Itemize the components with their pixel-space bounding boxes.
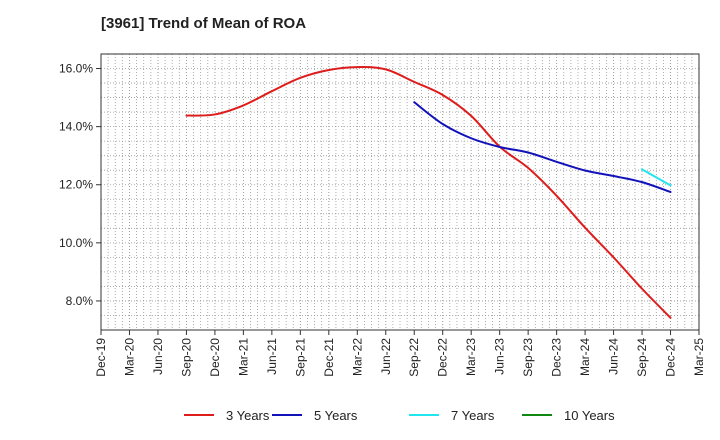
legend-swatch	[522, 414, 552, 416]
y-tick-label: 16.0%	[59, 62, 93, 76]
y-tick-label: 14.0%	[59, 120, 93, 134]
series-lines	[185, 66, 672, 319]
x-tick-label: Jun-23	[493, 338, 507, 375]
x-tick-label: Sep-20	[179, 338, 193, 377]
x-tick-label: Sep-21	[293, 338, 307, 377]
x-tick-label: Mar-24	[578, 338, 592, 376]
x-tick-label: Jun-21	[265, 338, 279, 375]
y-axis: 8.0% 10.0% 12.0% 14.0% 16.0%	[59, 62, 101, 308]
legend-item-5-years: 5 Years	[272, 404, 357, 426]
legend-label: 10 Years	[564, 407, 615, 423]
legend-item-10-years: 10 Years	[522, 404, 615, 426]
x-tick-label: Dec-19	[94, 338, 108, 377]
x-tick-label: Jun-22	[379, 338, 393, 375]
series-line-7-years	[641, 168, 672, 187]
y-tick-label: 10.0%	[59, 236, 93, 250]
x-tick-label: Sep-22	[407, 338, 421, 377]
x-tick-label: Dec-21	[322, 338, 336, 377]
x-tick-label: Dec-22	[436, 338, 450, 377]
x-tick-label: Dec-24	[664, 338, 678, 377]
x-tick-label: Sep-24	[635, 338, 649, 377]
x-tick-label: Jun-20	[151, 338, 165, 375]
legend-label: 3 Years	[226, 407, 270, 423]
x-tick-label: Mar-21	[236, 338, 250, 376]
x-tick-label: Dec-20	[208, 338, 222, 377]
x-axis: Dec-19 Mar-20 Jun-20 Sep-20 Dec-20 Mar-21 Jun-…	[94, 330, 706, 377]
x-tick-label: Sep-23	[521, 338, 535, 377]
chart-title: [3961] Trend of Mean of ROA	[101, 15, 307, 32]
y-tick-label: 12.0%	[59, 178, 93, 192]
x-tick-label: Mar-20	[122, 338, 136, 376]
x-tick-label: Mar-25	[692, 338, 706, 376]
x-tick-label: Dec-23	[550, 338, 564, 377]
legend-swatch	[184, 414, 214, 416]
legend-item-7-years: 7 Years	[409, 404, 494, 426]
legend-label: 5 Years	[314, 407, 358, 423]
legend-swatch	[272, 414, 302, 416]
legend-label: 7 Years	[451, 407, 495, 423]
legend-swatch	[409, 414, 439, 416]
x-tick-label: Jun-24	[607, 338, 621, 375]
series-line-3-years	[185, 66, 672, 319]
legend-item-3-years: 3 Years	[184, 404, 269, 426]
line-chart: 8.0% 10.0% 12.0% 14.0% 16.0% Dec-19 Mar-20 Jun…	[59, 53, 706, 377]
plot-area	[100, 53, 700, 331]
x-tick-label: Mar-22	[350, 338, 364, 376]
grid-lines	[101, 54, 699, 330]
legend: 3 Years 5 Years 7 Years 10 Years	[0, 404, 720, 426]
y-tick-label: 8.0%	[66, 294, 94, 308]
x-tick-label: Mar-23	[464, 338, 478, 376]
series-line-5-years	[413, 101, 672, 193]
